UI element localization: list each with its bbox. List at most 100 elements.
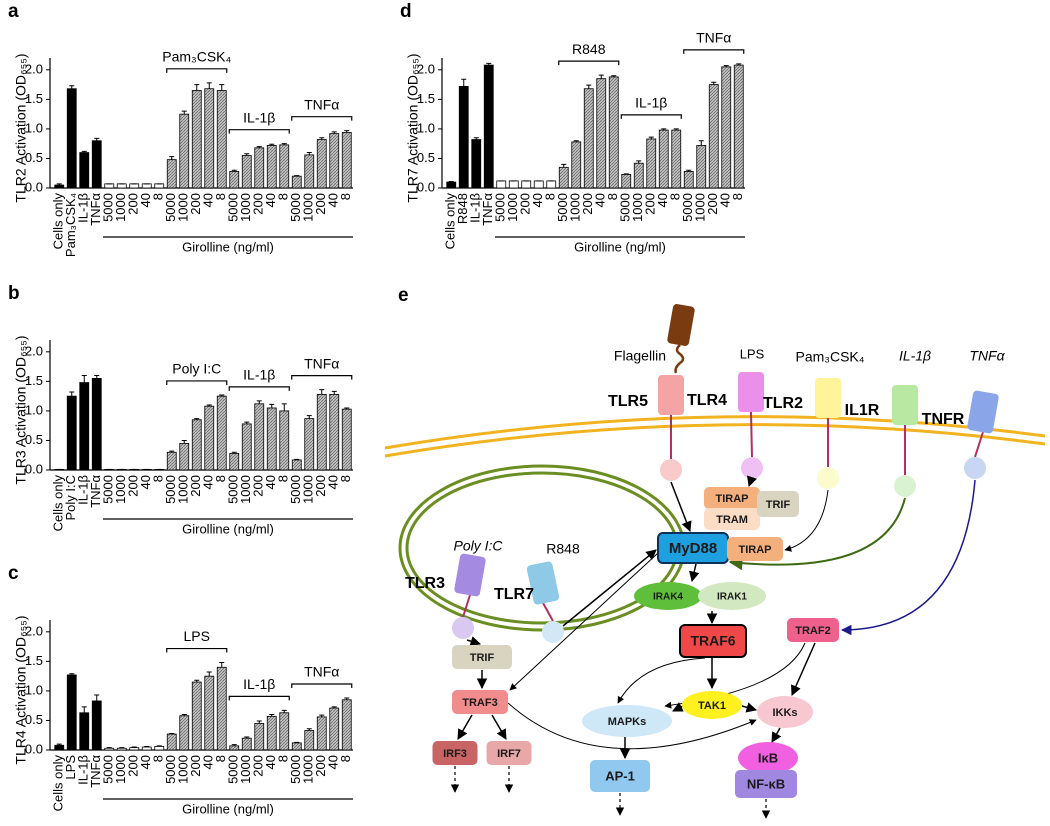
x-tick-label: 40 <box>326 193 341 207</box>
bar <box>179 715 190 751</box>
error-bar <box>281 403 287 411</box>
group-bracket <box>620 114 682 119</box>
error-bar <box>448 181 454 183</box>
receptor <box>892 385 918 425</box>
x-tick-label: 1000 <box>238 193 253 222</box>
bar <box>683 171 694 189</box>
bar <box>608 76 619 189</box>
bar <box>116 183 127 189</box>
y-tick-label: 0.5 <box>417 150 435 165</box>
x-tick-label: 8 <box>151 475 166 482</box>
node-label: TLR2 <box>763 395 803 412</box>
node-box <box>452 690 508 714</box>
y-axis-label: TLR2 Activation (OD₆₅₅) <box>13 53 29 202</box>
group-bracket <box>291 683 353 688</box>
group-label: TNFα <box>304 96 339 112</box>
cell-membrane <box>384 415 1046 450</box>
x-tick-label: 1000 <box>113 193 128 222</box>
bar <box>279 410 290 471</box>
x-tick-label: 1000 <box>630 193 645 222</box>
arrow <box>457 714 473 740</box>
error-bar <box>461 78 467 87</box>
arrow <box>670 481 692 532</box>
error-bar <box>256 146 262 148</box>
error-bar <box>206 671 212 677</box>
x-tick-label: 5000 <box>288 755 303 784</box>
bar <box>329 707 340 751</box>
receptor-stalk <box>462 594 471 618</box>
x-tick-label: 1000 <box>301 475 316 504</box>
node-ellipse <box>634 582 702 610</box>
x-tick-label: 1000 <box>505 193 520 222</box>
x-tick-label: 200 <box>188 755 203 777</box>
group-label: TNFα <box>304 664 339 680</box>
bar <box>521 180 532 189</box>
arrow <box>491 714 507 740</box>
error-bar <box>81 706 87 713</box>
y-tick-label: 2.0 <box>25 623 43 638</box>
bar <box>508 180 519 189</box>
node-label: TNFα <box>969 348 1005 364</box>
bar <box>79 382 90 471</box>
error-bar <box>244 736 250 739</box>
x-tick-label: TNFα <box>88 755 103 788</box>
x-tick-label: 40 <box>201 475 216 489</box>
bar <box>91 700 102 751</box>
error-bar <box>144 745 150 748</box>
bar <box>341 408 352 471</box>
x-tick-label: 1000 <box>176 193 191 222</box>
x-tick-label: 5000 <box>163 755 178 784</box>
y-tick-label: 0.0 <box>25 179 43 194</box>
bar <box>658 129 669 189</box>
bar <box>304 730 315 751</box>
bar <box>291 175 302 189</box>
error-bar <box>319 389 325 395</box>
group-bracket <box>166 68 228 73</box>
node-label: IL1R <box>845 402 880 419</box>
group-label: Pam₃CSK₄ <box>162 49 231 65</box>
bar <box>558 166 569 189</box>
x-tick-label: 40 <box>530 193 545 207</box>
receptor <box>967 390 999 434</box>
receptor-tir <box>817 467 839 489</box>
error-bar <box>711 81 717 85</box>
node-box <box>432 741 478 765</box>
x-tick-label: 200 <box>126 475 141 497</box>
node-ellipse <box>698 582 766 610</box>
error-bar <box>673 128 679 131</box>
bar <box>166 159 177 189</box>
node-ellipse <box>582 705 672 737</box>
group-label: IL-1β <box>243 367 275 383</box>
bar <box>166 733 177 751</box>
node-label: TIRAP <box>739 544 772 556</box>
y-tick-label: 1.0 <box>25 402 43 417</box>
bar <box>204 675 215 751</box>
x-axis-label: Girolline (ng/ml) <box>574 239 666 254</box>
x-tick-label: 5000 <box>680 193 695 222</box>
x-tick-label: 1000 <box>176 475 191 504</box>
x-tick-label: Cells only <box>51 193 66 250</box>
node-label: TRIF <box>470 652 495 664</box>
x-tick-label: 200 <box>518 193 533 215</box>
node-box <box>704 487 760 509</box>
node-box <box>704 508 760 530</box>
bar <box>316 716 327 751</box>
bar <box>54 744 65 751</box>
x-tick-label: 1000 <box>113 755 128 784</box>
error-bar <box>181 439 187 444</box>
node-label: IL-1β <box>899 348 931 364</box>
node-label: TLR5 <box>608 393 648 410</box>
error-bar <box>598 74 604 79</box>
x-tick-label: 40 <box>138 193 153 207</box>
receptor-stalk <box>750 411 753 458</box>
node-label: MyD88 <box>669 540 717 557</box>
receptor-tir <box>542 621 564 643</box>
bar <box>446 181 457 189</box>
node-box <box>486 741 532 765</box>
x-tick-label: IL-1β <box>76 193 91 223</box>
y-tick-label: 1.5 <box>417 91 435 106</box>
bar <box>179 113 190 189</box>
error-bar <box>648 136 654 139</box>
receptor-tir <box>741 457 763 479</box>
x-tick-label: 5000 <box>555 193 570 222</box>
